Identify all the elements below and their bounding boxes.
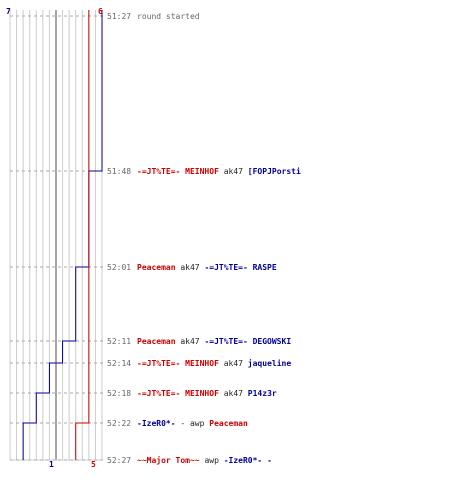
- event-message: ~~Major Tom~~ awp -IzeR0*- -: [137, 455, 272, 465]
- event-player-blue: -=JT%TE=- RASPE: [204, 263, 276, 272]
- score-series: [22, 10, 103, 460]
- event-weapon: ak47: [176, 263, 205, 272]
- event-player-blue: P14z3r: [248, 389, 277, 398]
- event-weapon: ak47: [219, 167, 248, 176]
- end-score-blue: 1: [49, 460, 54, 469]
- event-weapon: ak47: [219, 389, 248, 398]
- event-player-blue: -IzeR0*-: [137, 419, 176, 428]
- event-message: Peaceman ak47 -=JT%TE=- DEGOWSKI: [137, 337, 291, 346]
- event-message: -=JT%TE=- MEINHOF ak47 P14z3r: [137, 389, 277, 398]
- event-message: -IzeR0*- - awp Peaceman: [137, 419, 248, 428]
- event-weapon: ak47: [176, 337, 205, 346]
- event-player-red: -=JT%TE=- MEINHOF: [137, 167, 219, 176]
- event-player-red: Peaceman: [209, 419, 248, 428]
- event-time: 51:48: [107, 167, 131, 176]
- event-time: 51:27: [107, 12, 131, 21]
- event-text-part: round started: [137, 12, 200, 21]
- event-weapon: - awp: [176, 419, 210, 428]
- start-score-red: 6: [98, 7, 103, 16]
- event-player-red: ~~Major Tom~~: [137, 455, 200, 465]
- event-weapon: awp: [200, 456, 224, 465]
- event-player-blue: -IzeR0*- -: [224, 456, 272, 465]
- event-player-red: -=JT%TE=- MEINHOF: [137, 389, 219, 398]
- event-time: 52:27: [107, 456, 131, 465]
- event-time: 52:18: [107, 389, 131, 398]
- series-line-red: [75, 10, 90, 460]
- event-message: -=JT%TE=- MEINHOF ak47 [FOPJPorsti: [137, 166, 301, 176]
- event-player-blue: -=JT%TE=- DEGOWSKI: [204, 337, 291, 346]
- event-player-blue: jaqueline: [248, 358, 292, 368]
- event-time: 52:22: [107, 419, 131, 428]
- end-score-red: 5: [91, 460, 96, 469]
- event-time: 52:11: [107, 337, 131, 346]
- series-line-blue: [22, 10, 103, 460]
- event-player-blue: [FOPJPorsti: [248, 166, 301, 176]
- event-time: 52:14: [107, 359, 131, 368]
- event-time: 52:01: [107, 263, 131, 272]
- event-log: 51:27 round started 51:48 -=JT%TE=- MEINHOF…: [107, 12, 301, 465]
- event-weapon: ak47: [219, 359, 248, 368]
- event-player-red: Peaceman: [137, 337, 176, 346]
- event-guide-lines: [10, 15, 104, 461]
- score-labels: 7 6 1 5: [6, 7, 103, 469]
- event-message: round started: [137, 12, 200, 21]
- event-message: -=JT%TE=- MEINHOF ak47 jaqueline: [137, 358, 291, 368]
- event-message: Peaceman ak47 -=JT%TE=- RASPE: [137, 263, 277, 272]
- start-score-blue: 7: [6, 7, 11, 16]
- event-player-red: -=JT%TE=- MEINHOF: [137, 359, 219, 368]
- event-player-red: Peaceman: [137, 263, 176, 272]
